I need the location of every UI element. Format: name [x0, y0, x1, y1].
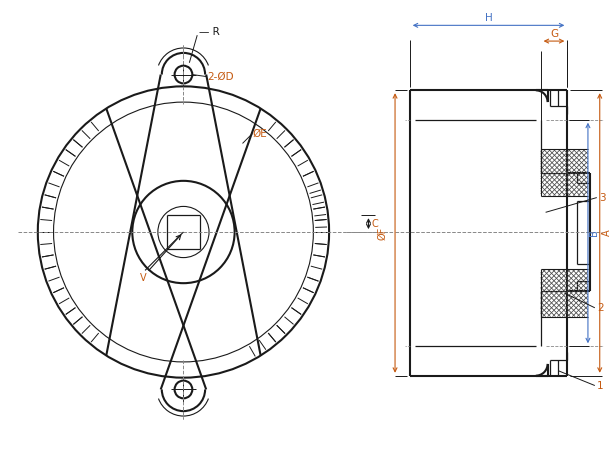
Text: G: G [550, 29, 558, 39]
Text: 2: 2 [597, 303, 603, 313]
Text: B: B [589, 230, 599, 236]
Text: 1: 1 [597, 380, 603, 391]
Text: ØE: ØE [252, 129, 267, 139]
Text: A: A [602, 230, 612, 236]
Text: ØF: ØF [377, 226, 387, 239]
Text: 2-ØD: 2-ØD [207, 72, 234, 81]
Text: 3: 3 [599, 193, 605, 203]
Text: — R: — R [199, 27, 220, 37]
Text: H: H [485, 13, 493, 23]
Text: V: V [140, 273, 147, 283]
Text: C: C [371, 219, 378, 229]
